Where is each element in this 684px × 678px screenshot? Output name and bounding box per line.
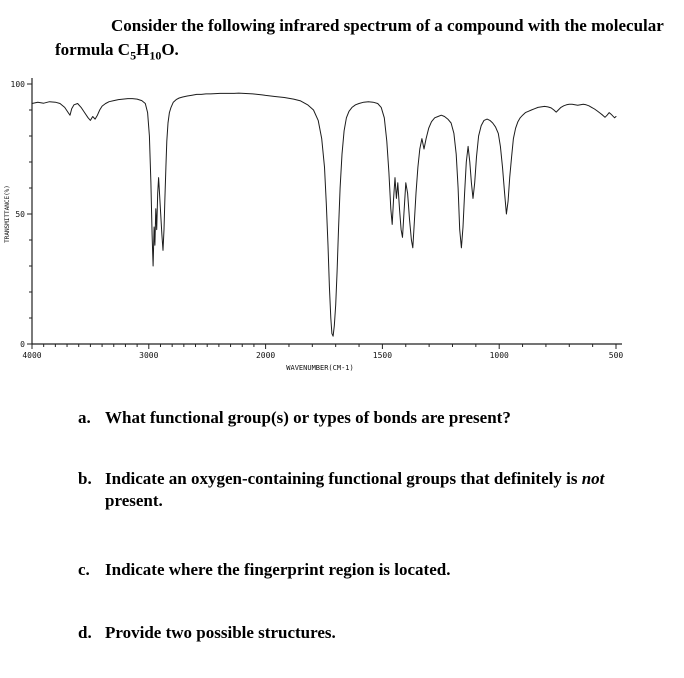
question-a: a. What functional group(s) or types of … (78, 407, 660, 430)
axis-minor-ticks (29, 109, 594, 347)
svg-text:1500: 1500 (373, 351, 392, 360)
problem-statement: Consider the following infrared spectrum… (55, 14, 680, 62)
axis-major-ticks (27, 83, 617, 349)
question-list: a. What functional group(s) or types of … (78, 407, 660, 646)
question-b: b. Indicate an oxygen-containing functio… (78, 468, 660, 514)
question-d: d. Provide two possible structures. (78, 622, 660, 645)
svg-text:50: 50 (15, 210, 25, 219)
formula-subscript-5: 5 (130, 48, 137, 63)
question-a-letter: a. (78, 407, 91, 427)
title-line1: Consider the following infrared spectrum… (111, 16, 664, 35)
svg-text:500: 500 (609, 351, 624, 360)
question-b-text-part1: Indicate an oxygen-containing functional… (105, 468, 582, 488)
question-d-text: Provide two possible structures. (105, 623, 336, 643)
formula-subscript-10: 10 (149, 48, 162, 63)
svg-text:4000: 4000 (22, 351, 41, 360)
svg-text:100: 100 (11, 80, 26, 89)
formula-h: H (136, 39, 150, 59)
question-b-text-part2: present. (105, 491, 163, 511)
question-d-letter: d. (78, 623, 92, 643)
question-c-letter: c. (78, 560, 90, 580)
svg-text:1000: 1000 (490, 351, 509, 360)
spectrum-trace (31, 92, 617, 337)
formula-prefix: formula C (55, 39, 131, 59)
question-a-text: What functional group(s) or types of bon… (105, 407, 511, 427)
question-c-text: Indicate where the fingerprint region is… (105, 560, 451, 580)
question-b-text: Indicate an oxygen-containing functional… (105, 468, 604, 514)
question-c: c. Indicate where the fingerprint region… (78, 559, 660, 582)
y-axis-label: TRANSMITTANCE(%) (4, 185, 11, 243)
ir-spectrum-figure: 4000 3000 2000 1500 1000 500 100 50 0 TRANSMITTA… (0, 66, 684, 383)
svg-text:0: 0 (20, 340, 25, 349)
question-b-letter: b. (78, 468, 92, 488)
title-line2: formula C5H10O. (55, 39, 179, 63)
svg-text:2000: 2000 (256, 351, 275, 360)
svg-text:3000: 3000 (139, 351, 158, 360)
formula-o: O. (161, 39, 179, 59)
x-axis-label: WAVENUMBER(CM-1) (286, 364, 353, 372)
question-b-italic-word: not (581, 468, 605, 488)
